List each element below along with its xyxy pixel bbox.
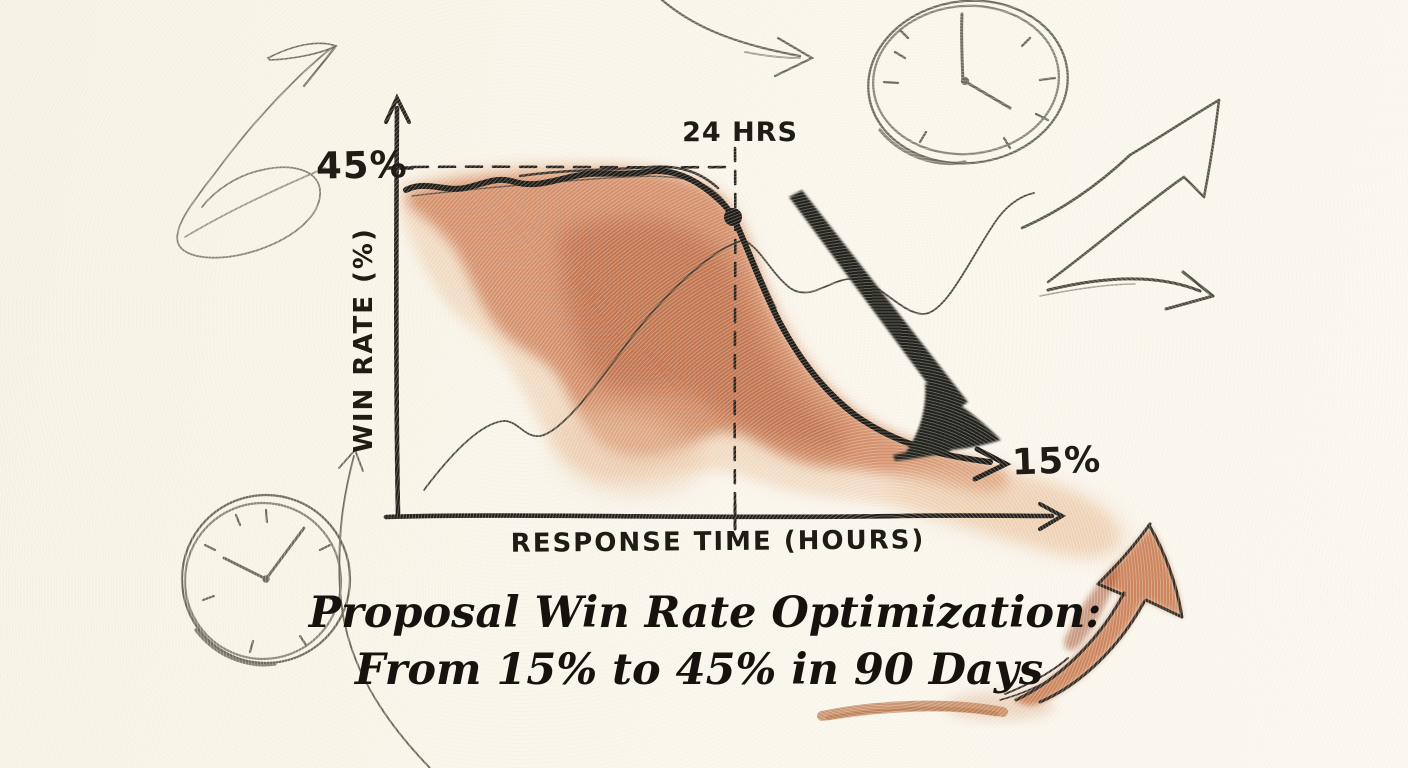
title-line-2: From 15% to 45% in 90 Days [354,645,1044,695]
clock-top-right-icon [867,0,1069,165]
y-axis-label: WIN RATE (%) [349,227,379,453]
hollow-arrow-icon [1020,98,1221,284]
axes [383,93,1067,531]
swirl-arrow-icon [176,42,339,259]
x-ref-label: 24 HRS [682,117,798,148]
bold-decline-arrow-icon [789,190,1001,461]
win-rate-curve [403,165,1012,482]
clock-bottom-left-icon [180,493,352,667]
growth-arrow-icon [945,522,1184,720]
inflection-dot [724,208,742,226]
curve-arrowhead [972,446,1012,482]
watercolor-fill [400,161,1129,558]
end-value-label: 15% [1011,439,1102,484]
x-ref-dashed-line [733,146,737,505]
swoosh-arrow-icon [1039,270,1215,311]
y-ref-label: 45% [315,143,408,188]
curved-arrow-icon [660,0,815,78]
title-line-1: Proposal Win Rate Optimization: [308,588,1102,638]
y-ref-dashed-line [410,165,730,169]
chart-title: Proposal Win Rate Optimization: From 15%… [300,585,1110,699]
pencil-doodles [176,0,1221,768]
sweep-arrow-icon [338,448,431,768]
x-axis-label: RESPONSE TIME (HOURS) [510,525,926,559]
title-underline-brush [817,700,1008,721]
